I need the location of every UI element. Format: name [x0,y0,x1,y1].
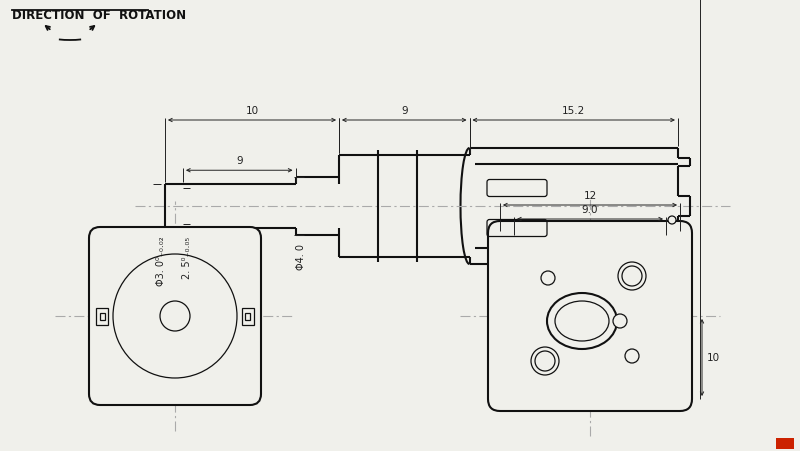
Bar [776,438,794,449]
Text: DIRECTION  OF  ROTATION: DIRECTION OF ROTATION [12,9,186,22]
Text: 2. 5⁰₋₀.₀₅: 2. 5⁰₋₀.₀₅ [182,236,192,278]
Text: 9: 9 [401,106,407,116]
Circle shape [160,301,190,331]
Bar [100,313,105,320]
Circle shape [535,351,555,371]
Ellipse shape [547,293,617,349]
Text: 9: 9 [236,156,242,166]
Bar [245,313,250,320]
Text: 10: 10 [246,106,258,116]
Circle shape [668,216,676,225]
Circle shape [625,349,639,363]
Text: 10: 10 [707,353,720,363]
Text: Φ3. 0⁰₋₀.₀₂: Φ3. 0⁰₋₀.₀₂ [156,236,166,286]
Text: 12: 12 [583,191,597,201]
FancyBboxPatch shape [488,221,692,411]
Circle shape [622,267,642,286]
Bar [96,308,108,325]
Bar [242,308,254,325]
Text: Φ4. 0: Φ4. 0 [295,244,306,269]
Circle shape [613,314,627,328]
Circle shape [531,347,559,375]
Ellipse shape [555,301,609,341]
Text: 9.0: 9.0 [582,205,598,215]
FancyBboxPatch shape [89,227,261,405]
Circle shape [541,272,555,285]
Circle shape [618,262,646,290]
Text: 15.2: 15.2 [562,106,586,116]
